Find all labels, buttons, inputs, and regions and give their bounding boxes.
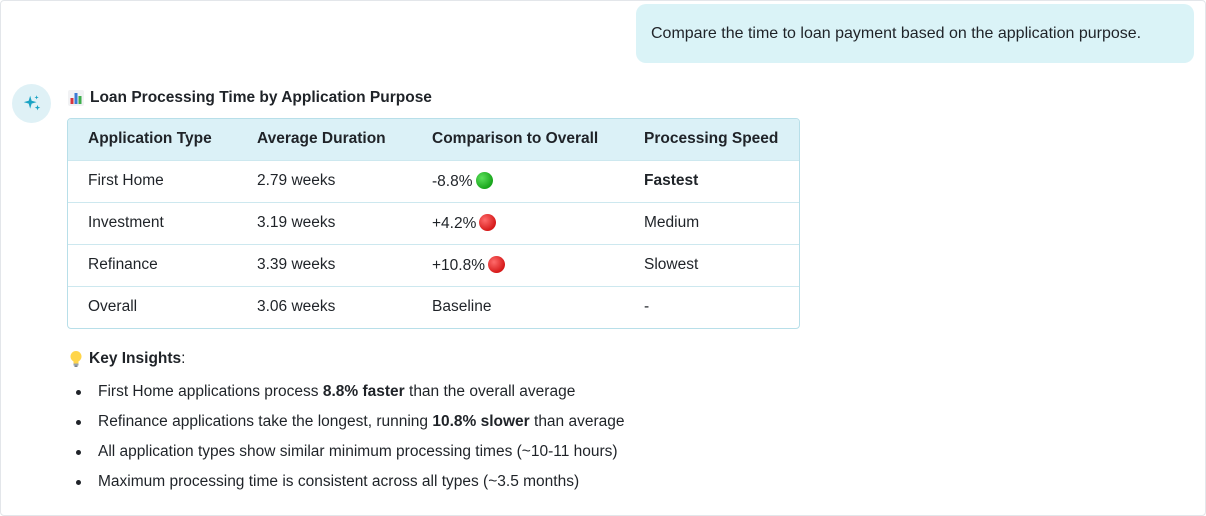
- comparison-value: +10.8%: [432, 256, 486, 274]
- red-circle-icon: [488, 255, 506, 273]
- insights-heading: Key Insights:: [68, 348, 185, 370]
- header-average-duration: Average Duration: [257, 130, 386, 148]
- cell-speed: Medium: [644, 214, 700, 231]
- insights-heading-colon: :: [181, 350, 186, 367]
- lightbulb-icon: [70, 351, 82, 367]
- header-comparison: Comparison to Overall: [432, 130, 599, 148]
- comparison-value: +4.2%: [432, 214, 477, 232]
- table-row: Overall 3.06 weeks Baseline -: [68, 286, 799, 328]
- cell-speed: Slowest: [644, 256, 699, 273]
- cell-speed: Fastest: [644, 172, 699, 189]
- comparison-value: -8.8%: [432, 172, 473, 190]
- bullet-dot: [76, 389, 81, 395]
- insight-text-end: than the overall average: [404, 383, 576, 400]
- response-title: Loan Processing Time by Application Purp…: [68, 87, 432, 109]
- cell-type: First Home: [88, 172, 164, 189]
- cell-comparison: +10.8%: [412, 244, 624, 286]
- comparison-value: Baseline: [432, 298, 492, 316]
- cell-comparison: +4.2%: [412, 202, 624, 244]
- cell-comparison: -8.8%: [412, 160, 624, 202]
- list-item: Refinance applications take the longest,…: [76, 407, 625, 437]
- insights-heading-text: Key Insights: [89, 350, 182, 367]
- user-message-bubble: Compare the time to loan payment based o…: [636, 4, 1194, 63]
- red-circle-icon: [479, 213, 497, 231]
- cell-duration: 3.06 weeks: [257, 298, 336, 316]
- cell-duration: 2.79 weeks: [257, 172, 336, 189]
- table-row: Investment 3.19 weeks +4.2% Medium: [68, 202, 799, 244]
- processing-time-table: Application Type Average Duration Compar…: [67, 118, 800, 329]
- green-circle-icon: [475, 171, 493, 189]
- sparkle-icon: [23, 94, 40, 110]
- user-message-text: Compare the time to loan payment based o…: [651, 24, 1142, 42]
- header-application-type: Application Type: [88, 130, 212, 148]
- assistant-avatar: [12, 84, 51, 123]
- insight-text-end: than average: [529, 413, 625, 430]
- cell-comparison: Baseline: [412, 286, 624, 328]
- bullet-dot: [76, 419, 81, 425]
- cell-duration: 3.19 weeks: [257, 214, 336, 231]
- list-item: Maximum processing time is consistent ac…: [76, 467, 625, 497]
- list-item: First Home applications process 8.8% fas…: [76, 377, 625, 407]
- list-item: All application types show similar minim…: [76, 437, 625, 467]
- header-processing-speed: Processing Speed: [644, 130, 779, 148]
- bar-chart-icon: [68, 90, 84, 106]
- insight-emphasis: 10.8% slower: [432, 413, 530, 430]
- insight-text: First Home applications process: [98, 383, 323, 400]
- cell-duration: 3.39 weeks: [257, 256, 336, 273]
- insight-emphasis: 8.8% faster: [322, 383, 405, 400]
- table-row: First Home 2.79 weeks -8.8% Fastest: [68, 160, 799, 202]
- insight-text: Maximum processing time is consistent ac…: [98, 473, 580, 490]
- insight-text: All application types show similar minim…: [98, 443, 618, 460]
- insights-list: First Home applications process 8.8% fas…: [76, 377, 625, 497]
- table-row: Refinance 3.39 weeks +10.8% Slowest: [68, 244, 799, 286]
- cell-type: Overall: [88, 298, 138, 316]
- bullet-dot: [76, 449, 81, 455]
- table-header-row: Application Type Average Duration Compar…: [68, 119, 799, 160]
- insight-text: Refinance applications take the longest,…: [98, 413, 433, 430]
- cell-speed: -: [644, 298, 650, 316]
- cell-type: Refinance: [88, 256, 158, 273]
- response-title-text: Loan Processing Time by Application Purp…: [90, 89, 432, 106]
- bullet-dot: [76, 479, 81, 485]
- cell-type: Investment: [88, 214, 164, 231]
